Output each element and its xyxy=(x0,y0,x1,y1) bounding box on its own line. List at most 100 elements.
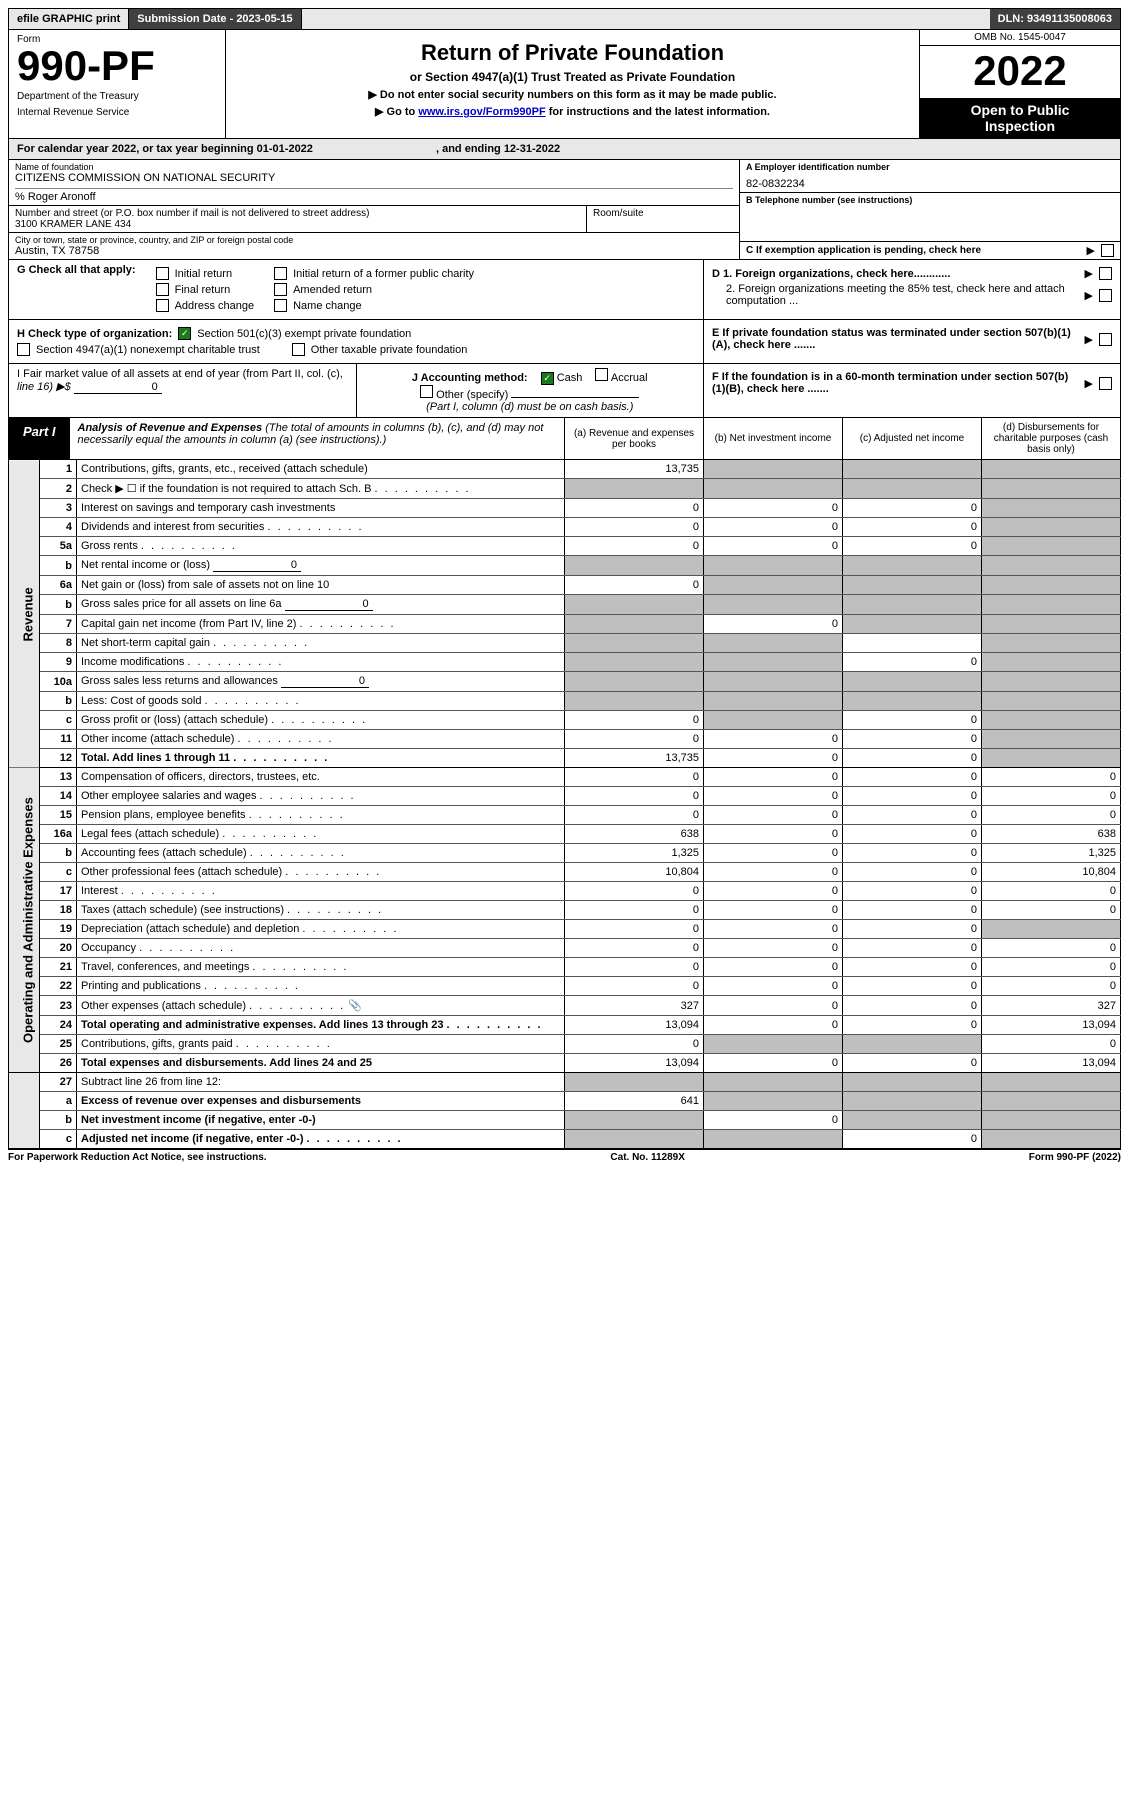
g-address-change[interactable] xyxy=(156,299,169,312)
h-other-taxable[interactable] xyxy=(292,343,305,356)
line-description: Travel, conferences, and meetings xyxy=(77,958,565,977)
e-checkbox[interactable] xyxy=(1099,333,1112,346)
section-i: I Fair market value of all assets at end… xyxy=(9,364,357,417)
amount-cell: 13,735 xyxy=(565,460,704,479)
line-description: Total expenses and disbursements. Add li… xyxy=(77,1054,565,1073)
tax-year: 2022 xyxy=(920,46,1120,96)
amount-cell xyxy=(982,460,1121,479)
amount-cell: 0 xyxy=(843,939,982,958)
amount-cell xyxy=(843,672,982,692)
line-number: 6a xyxy=(40,576,77,595)
line-description: Accounting fees (attach schedule) xyxy=(77,844,565,863)
amount-cell: 641 xyxy=(565,1092,704,1111)
g-name-change[interactable] xyxy=(274,299,287,312)
table-row: 27Subtract line 26 from line 12: xyxy=(9,1073,1121,1092)
line-description: Gross sales less returns and allowances … xyxy=(77,672,565,692)
table-row: 23Other expenses (attach schedule) 📎3270… xyxy=(9,996,1121,1016)
h-4947[interactable] xyxy=(17,343,30,356)
info-right: A Employer identification number 82-0832… xyxy=(739,160,1120,259)
footer-right: Form 990-PF (2022) xyxy=(1029,1152,1121,1163)
amount-cell xyxy=(704,556,843,576)
line-number: 24 xyxy=(40,1016,77,1035)
amount-cell xyxy=(704,595,843,615)
table-row: bNet rental income or (loss) 0 xyxy=(9,556,1121,576)
form-title: Return of Private Foundation xyxy=(234,40,911,66)
amount-cell: 0 xyxy=(843,537,982,556)
line-number: 22 xyxy=(40,977,77,996)
amount-cell: 0 xyxy=(843,863,982,882)
amount-cell: 0 xyxy=(565,537,704,556)
amount-cell: 327 xyxy=(565,996,704,1016)
dept-treasury: Department of the Treasury xyxy=(17,91,217,103)
line-number: 7 xyxy=(40,615,77,634)
j-cash[interactable] xyxy=(541,372,554,385)
d1-checkbox[interactable] xyxy=(1099,267,1112,280)
amount-cell: 0 xyxy=(565,901,704,920)
j-other[interactable] xyxy=(420,385,433,398)
g-final-return[interactable] xyxy=(156,283,169,296)
table-row: 3Interest on savings and temporary cash … xyxy=(9,499,1121,518)
j-accrual[interactable] xyxy=(595,368,608,381)
g-initial-return[interactable] xyxy=(156,267,169,280)
page-footer: For Paperwork Reduction Act Notice, see … xyxy=(8,1149,1121,1163)
amount-cell: 0 xyxy=(843,1054,982,1073)
line-description: Other expenses (attach schedule) 📎 xyxy=(77,996,565,1016)
exemption-pending-cell: C If exemption application is pending, c… xyxy=(740,242,1120,259)
line-description: Interest on savings and temporary cash i… xyxy=(77,499,565,518)
table-row: bAccounting fees (attach schedule) 1,325… xyxy=(9,844,1121,863)
g-amended[interactable] xyxy=(274,283,287,296)
amount-cell xyxy=(843,1035,982,1054)
table-row: 20Occupancy 0000 xyxy=(9,939,1121,958)
amount-cell: 0 xyxy=(982,787,1121,806)
amount-cell xyxy=(982,1111,1121,1130)
c-checkbox[interactable] xyxy=(1101,244,1114,257)
line-number: 16a xyxy=(40,825,77,844)
amount-cell: 0 xyxy=(843,825,982,844)
footer-mid: Cat. No. 11289X xyxy=(610,1152,684,1163)
line-description: Other income (attach schedule) xyxy=(77,730,565,749)
amount-cell: 0 xyxy=(565,518,704,537)
part1-title: Analysis of Revenue and Expenses (The to… xyxy=(70,418,565,459)
top-spacer xyxy=(302,9,990,29)
line-description: Gross rents xyxy=(77,537,565,556)
table-row: 10aGross sales less returns and allowanc… xyxy=(9,672,1121,692)
g-initial-former[interactable] xyxy=(274,267,287,280)
amount-cell xyxy=(982,1130,1121,1149)
line-number: 10a xyxy=(40,672,77,692)
amount-cell xyxy=(843,576,982,595)
amount-cell xyxy=(982,556,1121,576)
line-description: Contributions, gifts, grants, etc., rece… xyxy=(77,460,565,479)
amount-cell: 0 xyxy=(982,1035,1121,1054)
amount-cell xyxy=(565,479,704,499)
city-cell: City or town, state or province, country… xyxy=(9,233,739,259)
amount-cell xyxy=(982,653,1121,672)
amount-cell: 0 xyxy=(565,920,704,939)
table-row: 15Pension plans, employee benefits 0000 xyxy=(9,806,1121,825)
line-description: Compensation of officers, directors, tru… xyxy=(77,768,565,787)
amount-cell: 0 xyxy=(704,825,843,844)
amount-cell xyxy=(565,672,704,692)
line-number: 5a xyxy=(40,537,77,556)
amount-cell xyxy=(982,595,1121,615)
table-row: 9Income modifications 0 xyxy=(9,653,1121,672)
amount-cell xyxy=(565,692,704,711)
attachment-icon[interactable]: 📎 xyxy=(348,1000,362,1012)
submission-date: Submission Date - 2023-05-15 xyxy=(129,9,301,29)
section-h: H Check type of organization: Section 50… xyxy=(9,320,703,363)
amount-cell xyxy=(843,634,982,653)
line-number: 13 xyxy=(40,768,77,787)
amount-cell: 0 xyxy=(982,977,1121,996)
h-501c3[interactable] xyxy=(178,327,191,340)
d2-checkbox[interactable] xyxy=(1099,289,1112,302)
amount-cell: 0 xyxy=(704,518,843,537)
amount-cell: 0 xyxy=(843,653,982,672)
address-cell: Number and street (or P.O. box number if… xyxy=(9,206,586,232)
amount-cell: 0 xyxy=(704,977,843,996)
ein-cell: A Employer identification number 82-0832… xyxy=(740,160,1120,193)
amount-cell: 1,325 xyxy=(565,844,704,863)
amount-cell: 0 xyxy=(704,1111,843,1130)
amount-cell: 0 xyxy=(843,499,982,518)
form-link[interactable]: www.irs.gov/Form990PF xyxy=(418,106,545,118)
f-checkbox[interactable] xyxy=(1099,377,1112,390)
amount-cell xyxy=(704,1092,843,1111)
